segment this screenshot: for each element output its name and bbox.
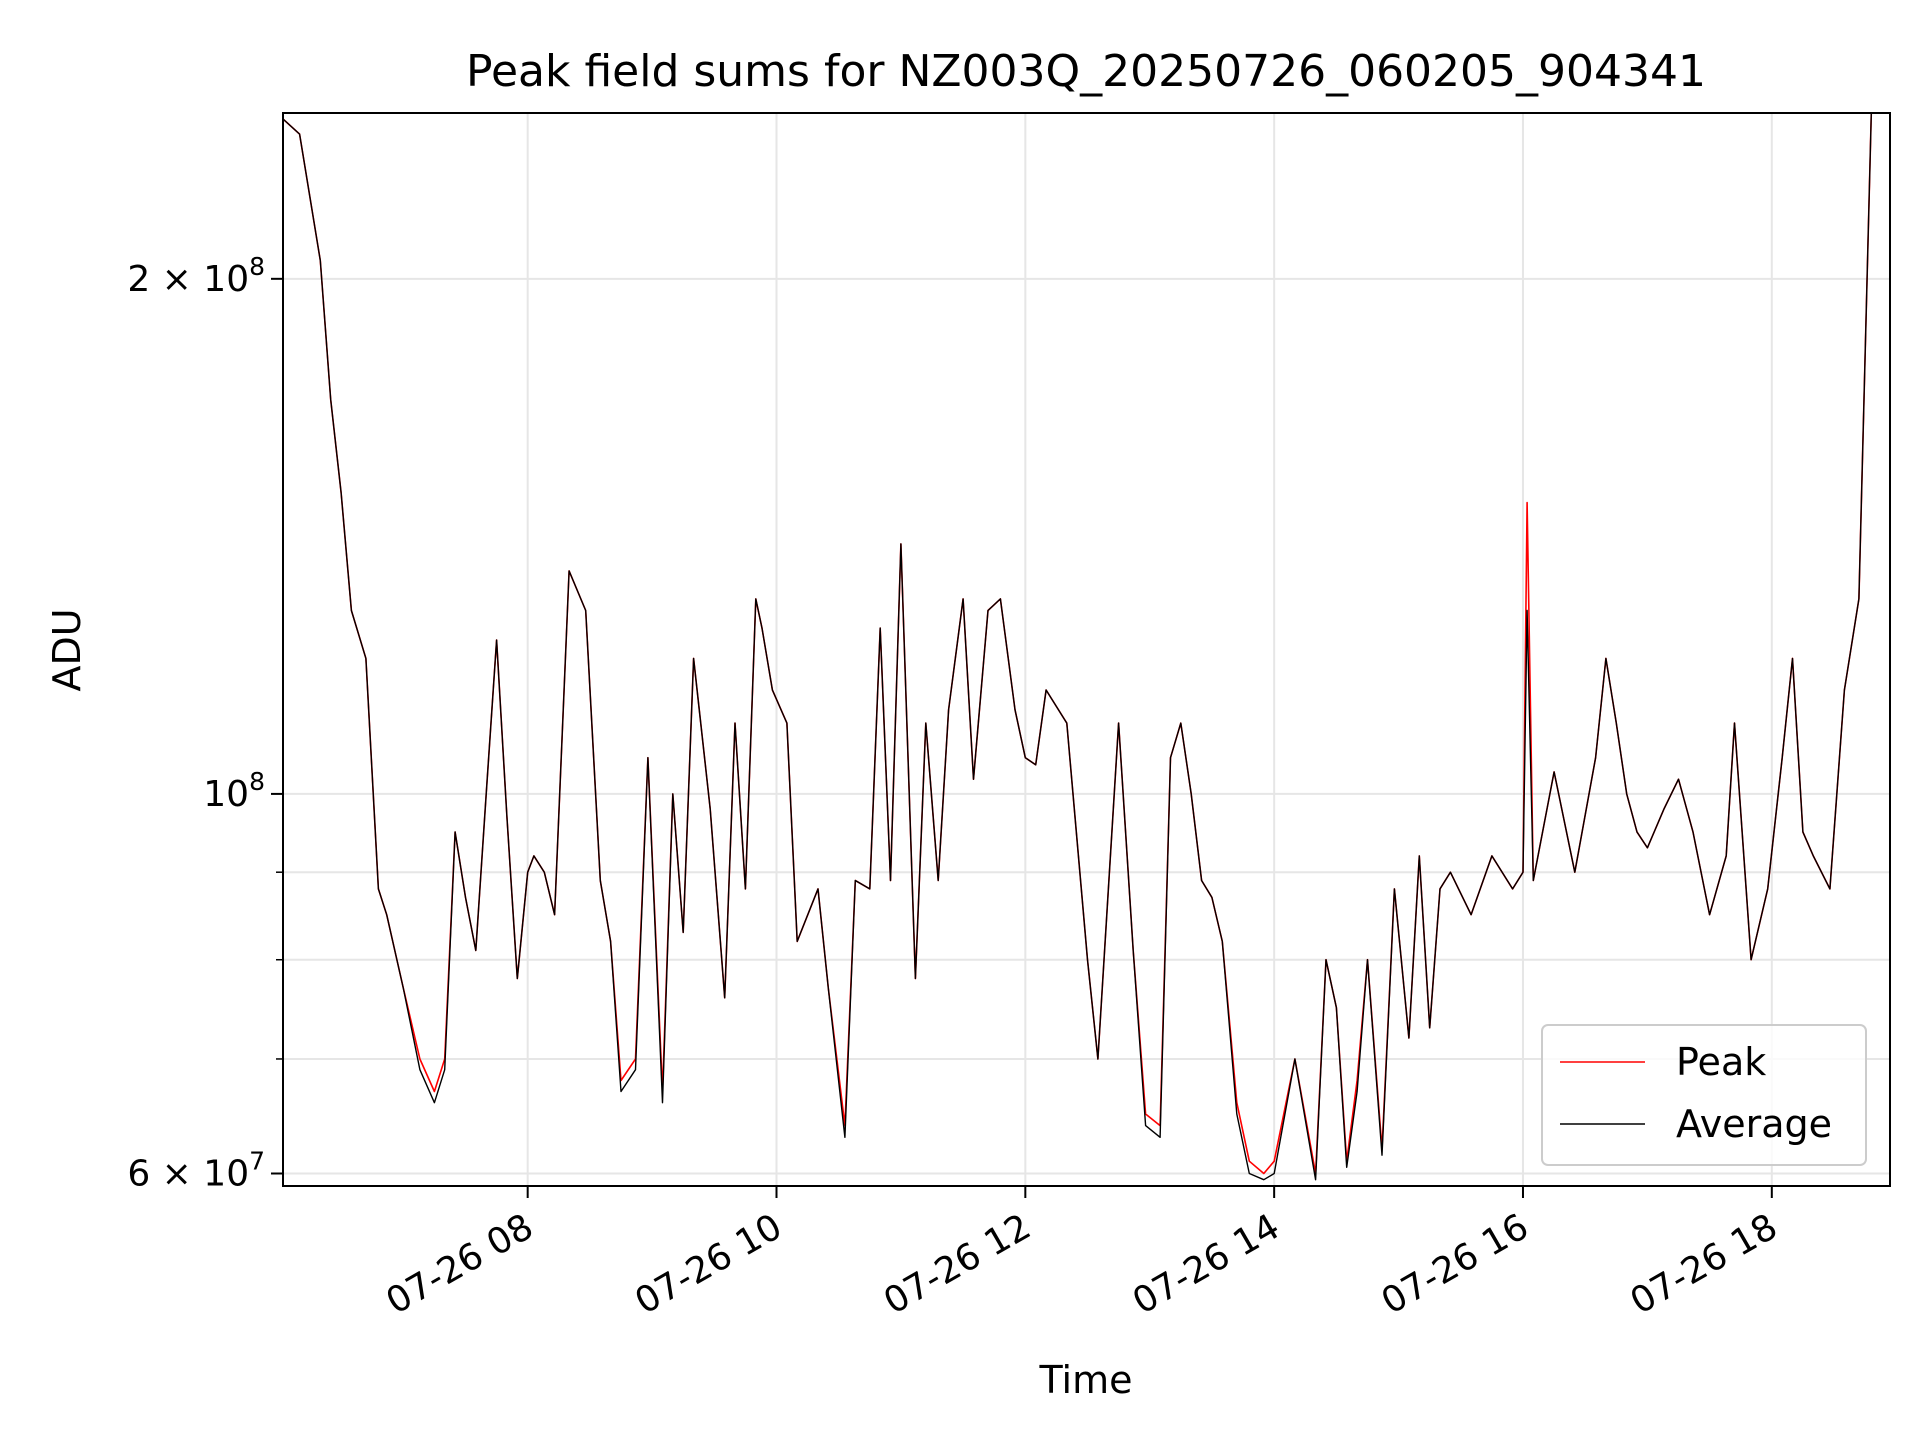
y-tick-label: 108 (203, 767, 265, 815)
series-line-average (282, 112, 1872, 1181)
legend: Peak Average (1541, 1024, 1867, 1166)
x-axis-label: Time (1039, 1358, 1133, 1402)
legend-label-peak: Peak (1676, 1040, 1766, 1084)
y-axis-label: ADU (45, 608, 89, 691)
y-axis-ticks: 2 × 108 108 6 × 107 (127, 252, 283, 1195)
plot-frame (282, 112, 1891, 1187)
legend-box (1541, 1024, 1867, 1166)
chart-title: Peak field sums for NZ003Q_20250726_0602… (466, 46, 1706, 97)
legend-label-average: Average (1676, 1102, 1832, 1146)
y-tick-label: 2 × 108 (127, 252, 265, 300)
y-tick-label: 6 × 107 (127, 1147, 265, 1195)
series-lines (282, 112, 1873, 1181)
